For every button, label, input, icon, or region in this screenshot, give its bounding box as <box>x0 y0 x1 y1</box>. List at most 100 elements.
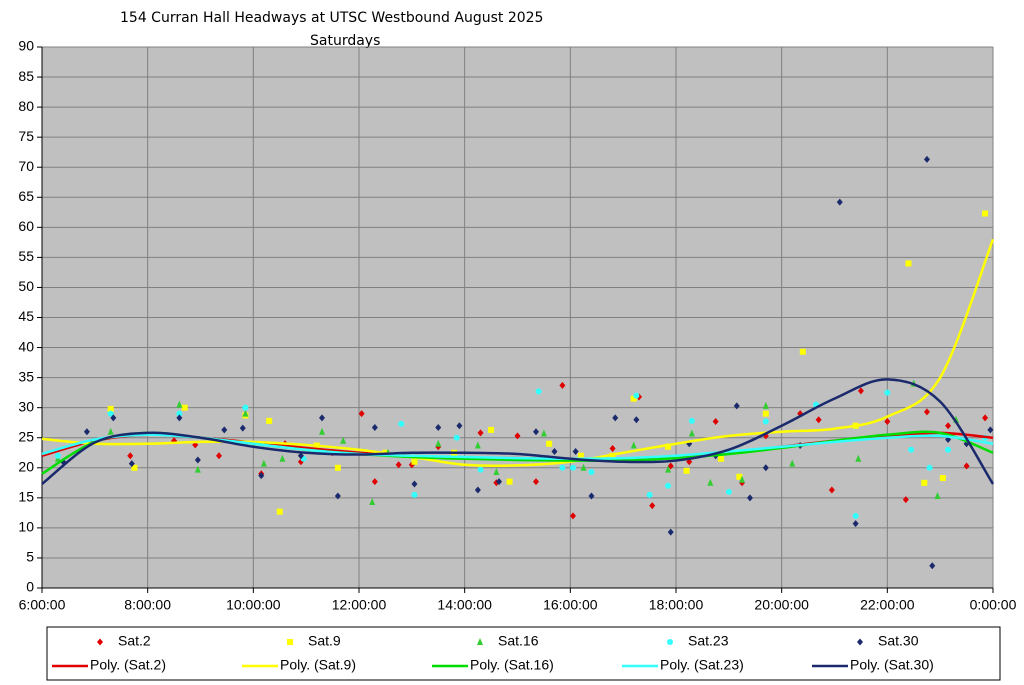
marker <box>297 452 304 460</box>
legend-label: Poly. (Sat.23) <box>660 657 744 673</box>
marker <box>609 445 616 453</box>
x-tick-label: 6:00:00 <box>19 597 66 613</box>
legend-label: Poly. (Sat.2) <box>90 657 166 673</box>
y-tick-label: 20 <box>18 458 34 474</box>
marker <box>905 260 912 267</box>
marker <box>857 387 864 395</box>
marker <box>496 478 503 486</box>
marker <box>630 441 637 449</box>
marker <box>665 443 672 450</box>
marker <box>127 452 134 460</box>
x-tick-label: 20:00:00 <box>754 597 809 613</box>
marker <box>358 410 365 418</box>
marker <box>633 392 640 399</box>
marker <box>577 452 584 459</box>
marker <box>319 414 326 422</box>
marker <box>559 464 566 471</box>
marker <box>107 405 114 412</box>
marker <box>733 402 740 410</box>
marker <box>646 491 653 498</box>
y-tick-label: 45 <box>18 308 34 324</box>
legend-marker <box>667 639 673 645</box>
marker <box>633 416 640 424</box>
marker <box>435 424 442 432</box>
marker <box>982 414 989 422</box>
marker <box>242 409 249 417</box>
legend <box>46 626 1001 681</box>
legend-marker <box>857 638 863 646</box>
y-tick-label: 80 <box>18 98 34 114</box>
marker <box>435 439 442 447</box>
marker <box>176 400 183 408</box>
marker <box>921 479 928 486</box>
marker <box>506 478 513 485</box>
marker <box>929 562 936 570</box>
marker <box>474 441 481 449</box>
marker <box>934 492 941 500</box>
y-tick-label: 55 <box>18 248 34 264</box>
chart-subtitle: Saturdays <box>310 33 380 49</box>
marker <box>477 466 484 473</box>
marker <box>923 155 930 163</box>
y-tick-label: 60 <box>18 218 34 234</box>
marker <box>982 210 989 217</box>
x-tick-label: 18:00:00 <box>649 597 704 613</box>
marker <box>371 424 378 432</box>
marker <box>266 417 273 424</box>
marker <box>945 422 952 430</box>
marker <box>239 424 246 432</box>
marker <box>514 432 521 440</box>
marker <box>569 512 576 520</box>
marker <box>688 417 695 424</box>
marker <box>852 512 859 519</box>
marker <box>852 520 859 528</box>
marker <box>110 414 117 422</box>
marker <box>477 429 484 437</box>
legend-marker <box>287 639 293 645</box>
marker <box>762 418 769 425</box>
marker <box>532 428 539 436</box>
marker <box>319 427 326 435</box>
x-tick-label: 16:00:00 <box>543 597 598 613</box>
legend-label: Sat.23 <box>688 633 729 649</box>
legend-label: Poly. (Sat.30) <box>850 657 934 673</box>
marker <box>194 465 201 473</box>
marker <box>276 508 283 515</box>
marker <box>580 463 587 471</box>
marker <box>453 434 460 441</box>
marker <box>540 429 547 437</box>
x-tick-label: 14:00:00 <box>437 597 492 613</box>
marker <box>474 486 481 494</box>
legend-label: Sat.16 <box>498 633 539 649</box>
marker <box>83 428 90 436</box>
marker <box>340 436 347 444</box>
marker <box>945 446 952 453</box>
marker <box>176 414 183 422</box>
x-tick-label: 10:00:00 <box>226 597 281 613</box>
marker <box>799 348 806 355</box>
legend-label: Poly. (Sat.9) <box>280 657 356 673</box>
marker <box>939 474 946 481</box>
marker <box>902 496 909 504</box>
marker <box>493 467 500 475</box>
y-tick-label: 90 <box>18 38 34 54</box>
marker <box>923 408 930 416</box>
x-tick-label: 12:00:00 <box>332 597 387 613</box>
marker <box>667 528 674 536</box>
marker <box>612 414 619 422</box>
marker <box>369 498 376 506</box>
marker <box>535 388 542 395</box>
marker <box>194 456 201 464</box>
y-tick-label: 85 <box>18 68 34 84</box>
marker <box>371 478 378 486</box>
marker <box>411 491 418 498</box>
marker <box>260 459 267 467</box>
marker <box>546 440 553 447</box>
marker <box>411 458 418 465</box>
marker <box>884 389 891 396</box>
legend-label: Sat.2 <box>118 633 151 649</box>
marker <box>395 461 402 469</box>
x-tick-label: 22:00:00 <box>860 597 915 613</box>
marker <box>54 452 61 459</box>
marker <box>242 404 249 411</box>
